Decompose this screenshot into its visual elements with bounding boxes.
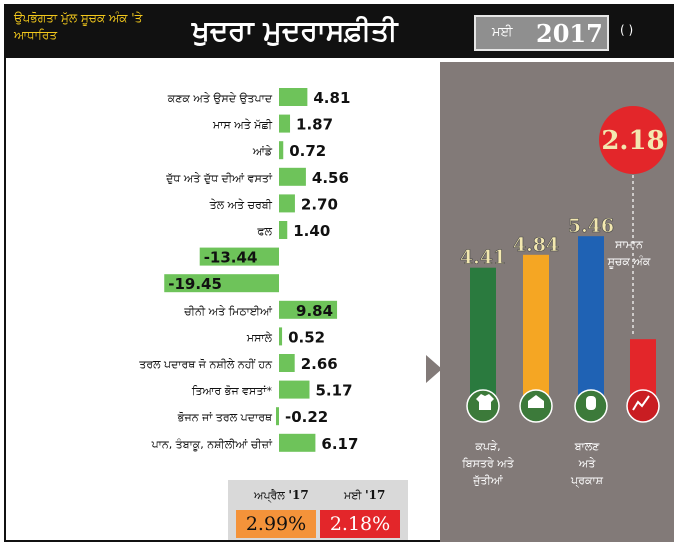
label-fuel-line-3: ਪ੍ਰਕਾਸ਼ xyxy=(571,474,603,487)
may-year: '17 xyxy=(364,488,386,502)
bar xyxy=(279,167,306,186)
bar xyxy=(279,88,308,106)
april-label: ਅਪ੍ਰੈਲ '17 xyxy=(254,488,309,503)
may-value: 2.18% xyxy=(320,510,400,538)
rising-chart-icon-glyph xyxy=(632,395,650,411)
april-year: '17 xyxy=(288,488,309,502)
shirt-icon-glyph xyxy=(476,394,494,410)
value-label: 0.72 xyxy=(289,142,326,160)
gas-cylinder-icon-glyph xyxy=(586,396,596,410)
category-label: ਮਸਾਲੇ xyxy=(246,331,273,344)
label-clothing: ਕਪੜੇ, ਬਿਸਤਰੇ ਅਤੇ ਜੁੱਤੀਆਂ xyxy=(452,438,524,489)
category-label: ਚੀਨੀ ਅਤੇ ਮਿਠਾਈਆਂ xyxy=(183,305,273,318)
date-year: 2017 xyxy=(536,19,603,48)
may-label: ਮਈ '17 xyxy=(344,488,385,503)
label-general-line-2: ਸੂਚਕ ਅੰਕ xyxy=(607,255,651,268)
bar xyxy=(164,274,279,293)
header-bar: ਉਪਭੋਗਤਾ ਮੁੱਲ ਸੂਚਕ ਅੰਕ 'ਤੇ ਆਧਾਰਿਤ ਖੁਦਰਾ ਮ… xyxy=(4,4,674,58)
comparison-box: ਅਪ੍ਰੈਲ '17 ਮਈ '17 2.99% 2.18% xyxy=(228,480,408,540)
bar xyxy=(199,247,279,266)
label-fuel: ਬਾਲਣ ਅਤੇ ਪ੍ਰਕਾਸ਼ xyxy=(552,438,622,489)
value-label: 4.41 xyxy=(460,247,506,269)
label-clothing-line-2: ਬਿਸਤਰੇ ਅਤੇ xyxy=(462,457,514,470)
label-clothing-line-1: ਕਪੜੇ, xyxy=(475,440,501,453)
category-label: ਮਾਸ ਅਤੇ ਮੱਛੀ xyxy=(212,119,273,132)
value-label: 6.17 xyxy=(321,435,358,453)
subtitle: ਉਪਭੋਗਤਾ ਮੁੱਲ ਸੂਚਕ ਅੰਕ 'ਤੇ ਆਧਾਰਿਤ xyxy=(14,11,143,42)
house-icon-glyph xyxy=(528,395,544,408)
bar xyxy=(578,236,604,400)
category-label: ਆਂਡੇ xyxy=(252,145,273,158)
value-label: 4.56 xyxy=(312,169,349,187)
bar xyxy=(470,267,496,400)
category-label: ਪਾਨ, ਤੰਬਾਕੂ, ਨਸ਼ੀਲੀਆਂ ਚੀਜ਼ਾਂ xyxy=(151,438,273,451)
value-label: 5.46 xyxy=(568,215,614,237)
value-label: 2.66 xyxy=(301,355,338,373)
date-month: ਮਈ xyxy=(492,25,513,40)
label-general-index: ਸਾਮਾਨ ਸੂਚਕ ਅੰਕ xyxy=(594,236,664,270)
category-label: ਕਣਕ ਅਤੇ ਉਸਦੇ ਉਤਪਾਦ xyxy=(167,92,273,105)
value-label: 2.70 xyxy=(301,195,338,213)
value-label: 9.84 xyxy=(296,302,333,320)
label-fuel-line-2: ਅਤੇ xyxy=(578,457,596,470)
value-label: -13.44 xyxy=(204,249,258,267)
bar xyxy=(279,300,338,319)
value-label: 5.17 xyxy=(316,382,353,400)
date-badge: ਮਈ 2017 xyxy=(474,15,609,51)
value-label: 4.84 xyxy=(513,234,559,256)
pointer-arrow xyxy=(426,355,442,383)
may-month: ਮਈ xyxy=(344,489,362,502)
value-label: 1.40 xyxy=(293,222,330,240)
value-label: -0.22 xyxy=(285,408,328,426)
value-label: 0.52 xyxy=(288,328,325,346)
paren-mark: ( ) xyxy=(620,23,634,37)
category-label: ਭੋਜਨ ਜਾਂ ਤਰਲ ਪਦਾਰਥ xyxy=(177,411,273,424)
april-value: 2.99% xyxy=(236,510,316,538)
bar xyxy=(279,114,291,133)
category-label: ਤੇਲ ਅਤੇ ਚਰਬੀ xyxy=(209,198,273,211)
bar xyxy=(279,194,295,213)
label-clothing-line-3: ਜੁੱਤੀਆਂ xyxy=(473,474,503,487)
bar xyxy=(279,221,288,239)
value-label: 2.18 xyxy=(601,126,664,156)
value-label: 1.87 xyxy=(296,116,333,134)
bar xyxy=(279,380,310,399)
category-label: ਫਲ xyxy=(256,225,272,238)
label-general-line-1: ਸਾਮਾਨ xyxy=(615,238,643,251)
april-month: ਅਪ੍ਰੈਲ xyxy=(254,489,285,502)
bar xyxy=(279,433,316,452)
value-label: -19.45 xyxy=(168,275,222,293)
category-label: ਦੁੱਧ ਅਤੇ ਦੁੱਧ ਦੀਆਂ ਵਸਤਾਂ xyxy=(165,172,273,185)
bottom-border xyxy=(4,540,440,542)
bar xyxy=(523,254,549,400)
bar xyxy=(279,327,283,346)
bar xyxy=(279,354,295,372)
page-title: ਖੁਦਰਾ ਮੁਦਰਾਸਫ਼ੀਤੀ xyxy=(192,14,398,47)
category-label: ਤਰਲ ਪਦਾਰਥ ਜੋ ਨਸ਼ੀਲੇ ਨਹੀਂ ਹਨ xyxy=(138,358,273,371)
left-border xyxy=(4,58,6,542)
bar xyxy=(276,407,279,426)
category-label: ਤਿਆਰ ਭੋਜ ਵਸਤਾਂ* xyxy=(191,385,273,398)
label-fuel-line-1: ਬਾਲਣ xyxy=(574,440,600,453)
bar xyxy=(279,141,284,160)
value-label: 4.81 xyxy=(313,89,350,107)
general-index-bubble xyxy=(599,106,667,174)
